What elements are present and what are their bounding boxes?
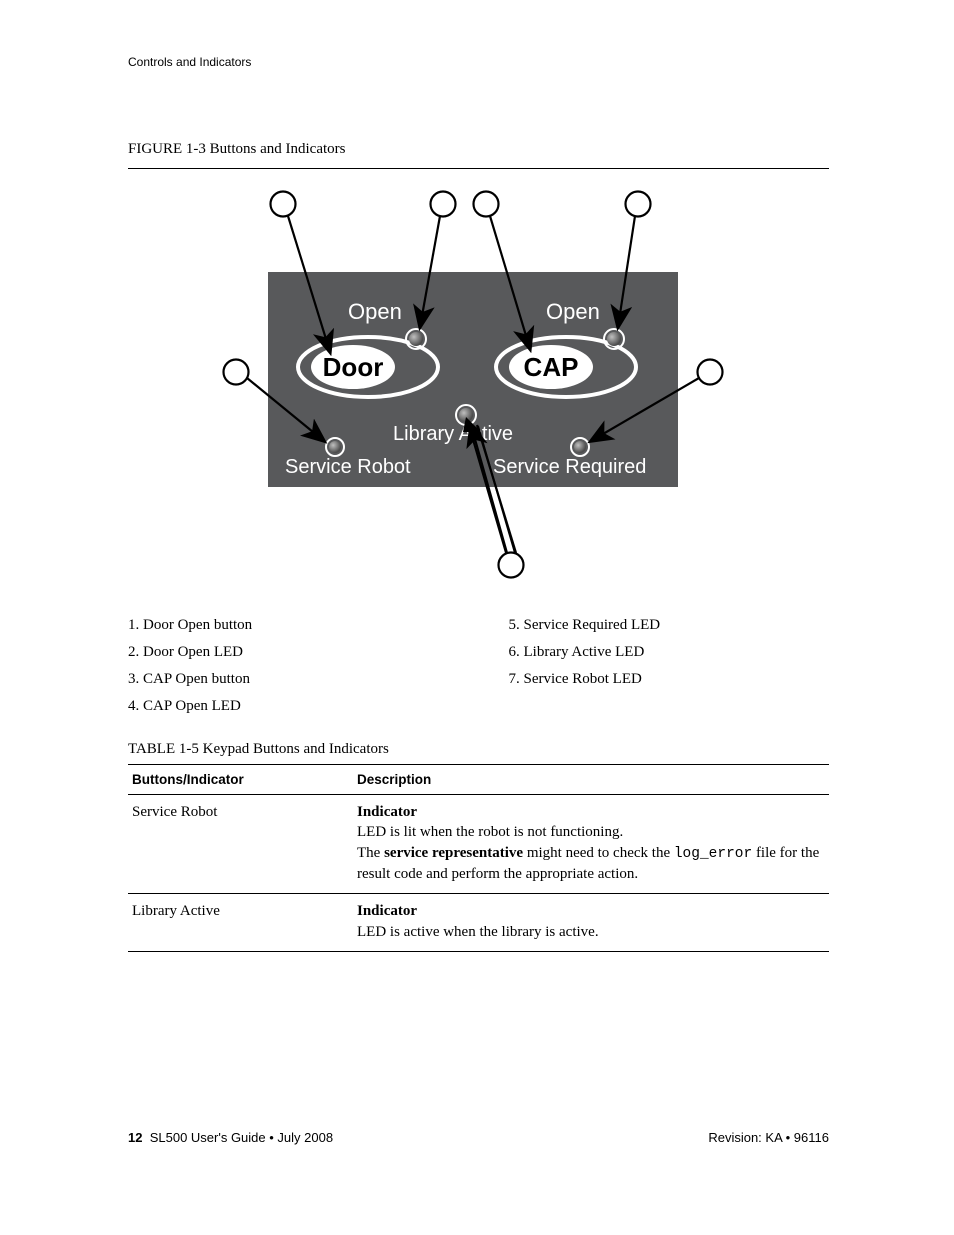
- label-service-required: Service Required: [493, 456, 646, 478]
- running-header: Controls and Indicators: [128, 55, 829, 69]
- page-footer: 12 SL500 User's Guide • July 2008 Revisi…: [128, 1130, 829, 1145]
- callout-7: [224, 360, 249, 385]
- label-open-door: Open: [348, 299, 402, 324]
- legend-item: 4. CAP Open LED: [128, 698, 449, 715]
- table-row: Library Active Indicator LED is active w…: [128, 894, 829, 952]
- legend-item: 5. Service Required LED: [509, 617, 830, 634]
- legend-item: 7. Service Robot LED: [509, 671, 830, 688]
- door-open-led: [406, 329, 426, 349]
- legend-item: 3. CAP Open button: [128, 671, 449, 688]
- callout-4: [626, 192, 651, 217]
- figure-caption: FIGURE 1-3 Buttons and Indicators: [128, 141, 829, 158]
- legend-item: 2. Door Open LED: [128, 644, 449, 661]
- table-caption: TABLE 1-5 Keypad Buttons and Indicators: [128, 741, 829, 758]
- callout-3: [474, 192, 499, 217]
- legend-item: 1. Door Open button: [128, 617, 449, 634]
- svg-text:Door: Door: [323, 352, 384, 382]
- svg-text:CAP: CAP: [524, 352, 579, 382]
- label-service-robot: Service Robot: [285, 456, 411, 478]
- buttons-indicators-diagram: Open Open Door CAP: [128, 177, 828, 597]
- figure-legend: 1. Door Open button 2. Door Open LED 3. …: [128, 617, 829, 725]
- callout-1: [271, 192, 296, 217]
- keypad-table: Buttons/Indicator Description Service Ro…: [128, 764, 829, 952]
- table-header: Description: [353, 765, 829, 795]
- callout-2: [431, 192, 456, 217]
- callout-6: [499, 553, 524, 578]
- table-header: Buttons/Indicator: [128, 765, 353, 795]
- legend-item: 6. Library Active LED: [509, 644, 830, 661]
- table-row: Service Robot Indicator LED is lit when …: [128, 795, 829, 894]
- figure-rule: [128, 168, 829, 169]
- cap-open-led: [604, 329, 624, 349]
- label-library-active: Library Active: [393, 423, 513, 445]
- label-open-cap: Open: [546, 299, 600, 324]
- callout-5: [698, 360, 723, 385]
